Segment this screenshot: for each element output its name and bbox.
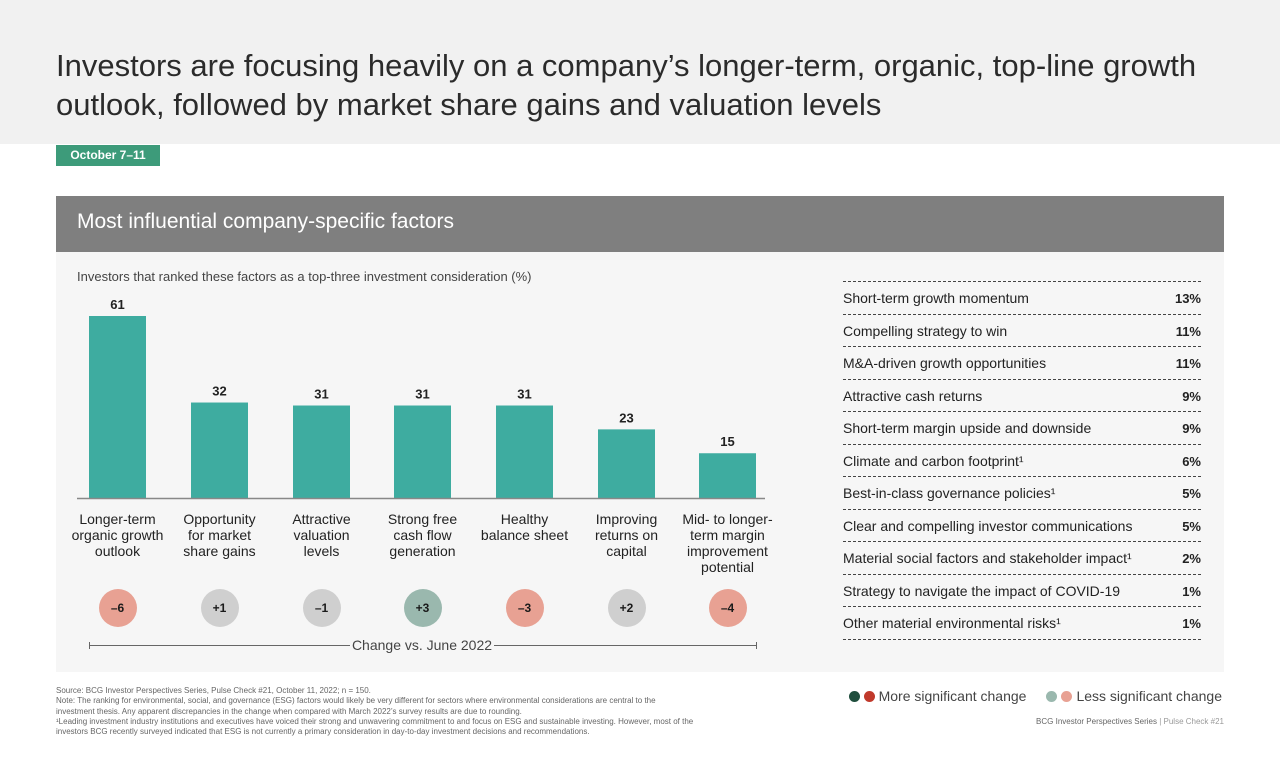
factor-name: M&A-driven growth opportunities (843, 355, 1047, 371)
bar-4 (394, 405, 451, 498)
change-axis-tick-left (89, 642, 90, 649)
bar-6 (598, 429, 655, 498)
category-label: Attractive valuation levels (292, 511, 351, 559)
change-badge: –3 (505, 589, 544, 627)
bar-value-label: 61 (110, 297, 124, 312)
category-label: Longer-term organic growth outlook (71, 511, 164, 559)
factor-name: Clear and compelling investor communicat… (843, 517, 1133, 534)
change-axis-tick-right (756, 642, 757, 649)
bar-value-label: 23 (619, 410, 633, 425)
category-label: Strong free cash flow generation (387, 511, 458, 559)
bar-value-label: 31 (415, 387, 429, 402)
change-label: Change vs. June 2022 (350, 637, 494, 653)
factor-name: Strategy to navigate the impact of COVID… (843, 582, 1121, 599)
header-band (0, 0, 1280, 144)
legend-dot-red (863, 690, 875, 702)
factor-value: 1% (1182, 616, 1201, 631)
factor-row: Climate and carbon footprint¹ 6% (843, 443, 1201, 477)
factor-value: 9% (1182, 421, 1201, 436)
factor-value: 1% (1182, 583, 1201, 599)
change-badge: –4 (708, 589, 747, 627)
factor-row: Clear and compelling investor communicat… (843, 508, 1201, 542)
category-label: Opportunity for market share gains (183, 511, 256, 559)
bar-2 (191, 402, 248, 498)
other-factors-list: Short-term growth momentum 13% Compelling … (843, 281, 1201, 640)
page-ref-check: Pulse Check #21 (1163, 717, 1224, 726)
factor-row: Short-term growth momentum 13% (843, 281, 1201, 314)
panel-title: Most influential company-specific factor… (77, 210, 454, 233)
factor-name: Best-in-class governance policies¹ (843, 485, 1056, 501)
page-ref-series: BCG Investor Perspectives Series (1036, 717, 1157, 726)
factor-value: 13% (1174, 291, 1201, 306)
factor-row: Short-term margin upside and downside 9% (843, 411, 1201, 444)
factor-row: M&A-driven growth opportunities 11% (843, 346, 1201, 379)
legend: More significant change Less significant… (848, 688, 1222, 704)
factor-name: Material social factors and stakeholder … (843, 550, 1132, 566)
factor-value: 5% (1182, 518, 1201, 534)
factor-value: 11% (1175, 323, 1201, 339)
factor-row: Attractive cash returns 9% (843, 378, 1201, 412)
page-ref-separator: | (1156, 717, 1164, 726)
legend-dot-light-red (1061, 690, 1073, 702)
footnotes: Source: BCG Investor Perspectives Series… (56, 686, 696, 737)
change-badge: +1 (200, 589, 239, 627)
factor-value: 5% (1182, 486, 1201, 501)
chart-subtitle: Investors that ranked these factors as a… (77, 269, 532, 284)
legend-dot-dark-green (848, 690, 860, 702)
factor-name: Attractive cash returns (843, 387, 983, 404)
factor-value: 11% (1175, 356, 1201, 371)
factor-value: 6% (1182, 453, 1201, 469)
change-badge: –1 (302, 589, 341, 627)
factor-row: Compelling strategy to win 11% (843, 313, 1201, 347)
factor-value: 2% (1182, 551, 1201, 566)
category-label: Improving returns on capital (594, 511, 659, 559)
footnote-esg: ¹Leading investment industry institution… (56, 716, 694, 737)
factor-name: Short-term growth momentum (843, 290, 1029, 306)
legend-more-label: More significant change (878, 688, 1027, 704)
bar-5 (496, 405, 553, 498)
bar-1 (89, 316, 146, 498)
factor-name: Other material environmental risks¹ (843, 615, 1061, 631)
bar-value-label: 31 (314, 387, 328, 402)
bar-3 (293, 405, 350, 498)
factor-name: Compelling strategy to win (843, 322, 1008, 339)
factor-row: Best-in-class governance policies¹ 5% (843, 476, 1201, 509)
change-badge: +2 (607, 589, 646, 627)
bar-value-label: 15 (720, 434, 734, 449)
factor-name: Short-term margin upside and downside (843, 420, 1092, 436)
factor-row: Material social factors and stakeholder … (843, 541, 1201, 574)
factor-name: Climate and carbon footprint¹ (843, 452, 1024, 469)
page-title: Investors are focusing heavily on a comp… (56, 48, 1197, 122)
page-reference: BCG Investor Perspectives Series | Pulse… (1036, 717, 1224, 726)
date-tag: October 7–11 (56, 145, 160, 166)
bar-7 (699, 453, 756, 498)
change-badge: +3 (403, 589, 442, 627)
factor-row: Other material environmental risks¹ 1% (843, 606, 1201, 640)
factor-row: Strategy to navigate the impact of COVID… (843, 573, 1201, 607)
category-label: Healthy balance sheet (480, 511, 569, 543)
change-axis-line-left (89, 645, 350, 646)
category-label: Mid- to longer- term margin improvement … (682, 511, 773, 575)
panel-header: Most influential company-specific factor… (56, 196, 1224, 252)
change-axis-line-right (494, 645, 757, 646)
footnote-note: Note: The ranking for environmental, soc… (56, 696, 656, 716)
bar-value-label: 31 (517, 387, 531, 402)
change-badge: –6 (98, 589, 137, 627)
legend-less-label: Less significant change (1076, 688, 1222, 704)
legend-dot-light-green (1046, 690, 1058, 702)
footnote-source: Source: BCG Investor Perspectives Series… (56, 686, 371, 695)
factor-value: 9% (1182, 388, 1201, 404)
bar-value-label: 32 (212, 384, 226, 399)
